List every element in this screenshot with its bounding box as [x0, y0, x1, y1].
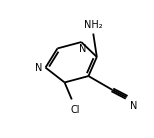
Text: N: N [130, 100, 138, 111]
Text: N: N [79, 44, 86, 54]
Text: Cl: Cl [71, 105, 80, 115]
Text: NH₂: NH₂ [84, 20, 103, 30]
Text: N: N [35, 63, 43, 73]
